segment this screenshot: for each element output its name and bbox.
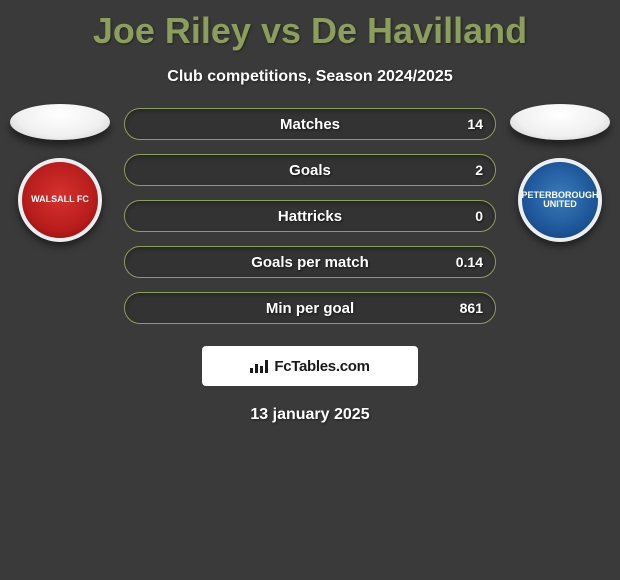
right-club-badge: PETERBOROUGH UNITED [518, 158, 602, 242]
stat-right-value: 2 [475, 162, 483, 178]
stat-label: Hattricks [278, 208, 342, 225]
stat-label: Min per goal [266, 300, 354, 317]
comparison-body: WALSALL FC Matches 14 Goals 2 Hattricks … [0, 104, 620, 324]
stat-right-value: 0 [475, 208, 483, 224]
stat-right-value: 861 [460, 300, 483, 316]
stat-row: Goals 2 [124, 154, 496, 186]
stat-row: Hattricks 0 [124, 200, 496, 232]
right-club-name: PETERBOROUGH UNITED [522, 191, 599, 210]
stat-label: Matches [280, 116, 340, 133]
left-club-badge: WALSALL FC [18, 158, 102, 242]
stat-bars: Matches 14 Goals 2 Hattricks 0 Goals per… [116, 104, 504, 324]
left-player-avatar [10, 104, 110, 140]
stat-row: Min per goal 861 [124, 292, 496, 324]
source-logo: FcTables.com [202, 346, 418, 386]
stat-row: Goals per match 0.14 [124, 246, 496, 278]
stat-row: Matches 14 [124, 108, 496, 140]
stat-label: Goals [289, 162, 331, 179]
stat-right-value: 14 [467, 116, 483, 132]
left-club-name: WALSALL FC [31, 195, 89, 204]
comparison-title: Joe Riley vs De Havilland [0, 0, 620, 52]
left-player-column: WALSALL FC [4, 104, 116, 242]
footer-date: 13 january 2025 [0, 406, 620, 424]
right-player-avatar [510, 104, 610, 140]
stat-right-value: 0.14 [456, 254, 483, 270]
stat-label: Goals per match [251, 254, 369, 271]
source-logo-text: FcTables.com [274, 358, 369, 375]
comparison-subtitle: Club competitions, Season 2024/2025 [0, 68, 620, 86]
right-player-column: PETERBOROUGH UNITED [504, 104, 616, 242]
bar-chart-icon [250, 359, 268, 373]
